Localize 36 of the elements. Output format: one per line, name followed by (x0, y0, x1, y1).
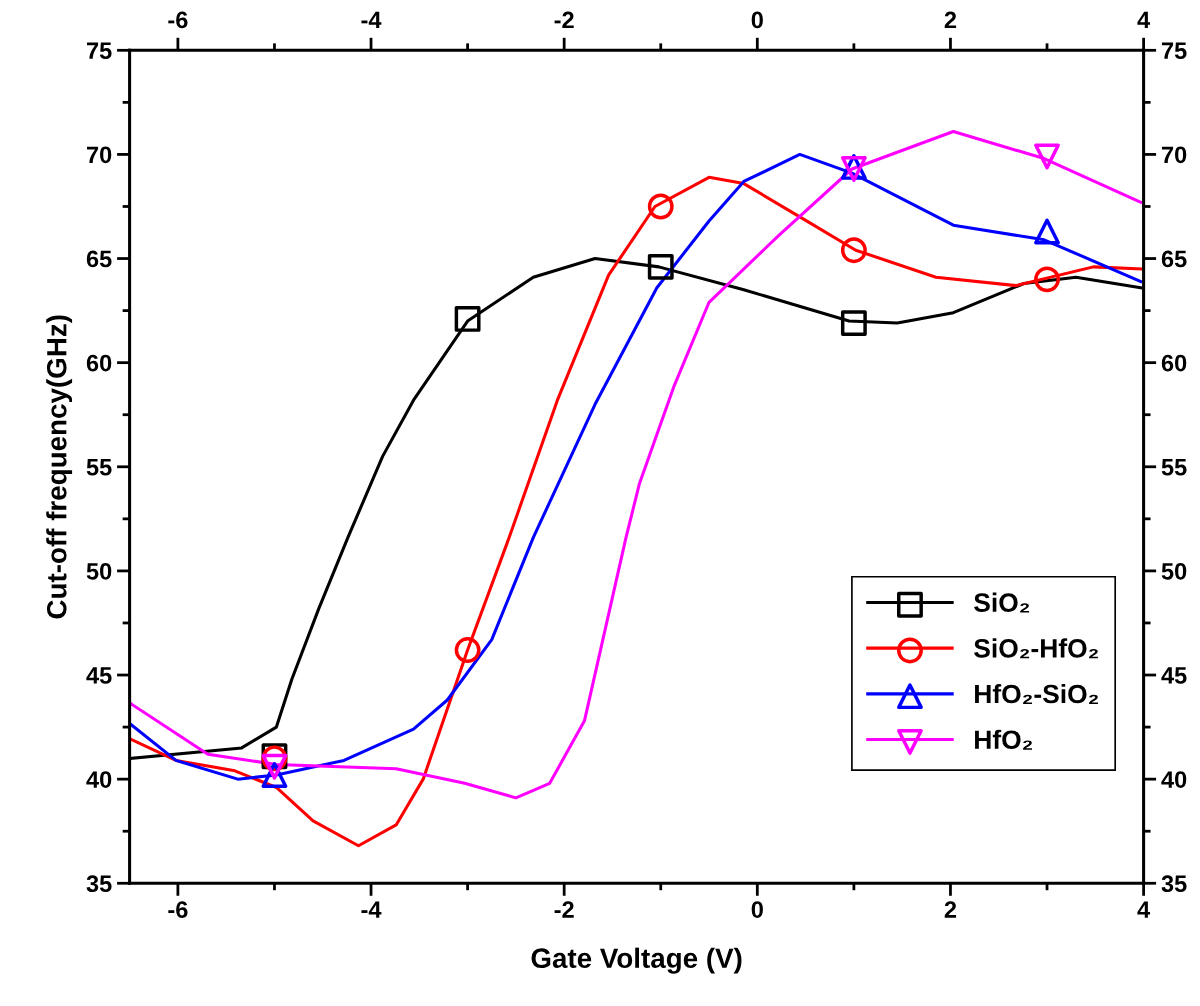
legend-label: HfO₂ (975, 729, 1033, 750)
x2-tick-label: 4 (1137, 11, 1151, 29)
y-tick-label: 70 (86, 146, 112, 164)
x2-tick-label: -6 (168, 11, 188, 29)
x2-tick-label: -4 (361, 11, 382, 29)
x-axis-title: Gate Voltage (V) (531, 947, 742, 974)
y2-tick-label: 65 (1161, 250, 1187, 268)
x-tick-label: -2 (554, 901, 574, 918)
legend-label: SiO₂ (974, 592, 1030, 613)
y-tick-label: 45 (86, 667, 112, 684)
y2-tick-label: 55 (1161, 459, 1187, 476)
y2-tick-label: 35 (1161, 875, 1187, 893)
x-tick-label: 0 (751, 901, 763, 918)
legend-label: HfO₂-SiO₂ (975, 683, 1098, 704)
y-tick-label: 50 (86, 562, 112, 580)
y-tick-label: 55 (86, 459, 112, 476)
y2-tick-label: 70 (1161, 146, 1187, 164)
x-tick-label: 2 (944, 901, 957, 918)
x-tick-label: -4 (361, 901, 382, 918)
y2-tick-label: 75 (1161, 42, 1187, 60)
y-tick-label: 65 (86, 250, 112, 268)
y-axis-title: Cut-off frequency(GHz) (46, 315, 73, 619)
y-tick-label: 40 (86, 771, 112, 788)
legend-label: SiO₂-HfO₂ (974, 638, 1098, 659)
y2-tick-label: 40 (1161, 771, 1187, 788)
x-tick-label: -6 (168, 901, 188, 918)
x2-tick-label: 2 (944, 11, 957, 29)
y-tick-label: 60 (86, 354, 112, 372)
y-tick-label: 75 (86, 42, 112, 60)
y2-tick-label: 60 (1161, 354, 1187, 372)
y2-tick-label: 45 (1161, 667, 1187, 684)
y-tick-label: 35 (86, 875, 112, 893)
x2-tick-label: 0 (751, 11, 763, 29)
y2-tick-label: 50 (1161, 562, 1187, 580)
x2-tick-label: -2 (554, 11, 574, 29)
x-tick-label: 4 (1137, 901, 1151, 918)
